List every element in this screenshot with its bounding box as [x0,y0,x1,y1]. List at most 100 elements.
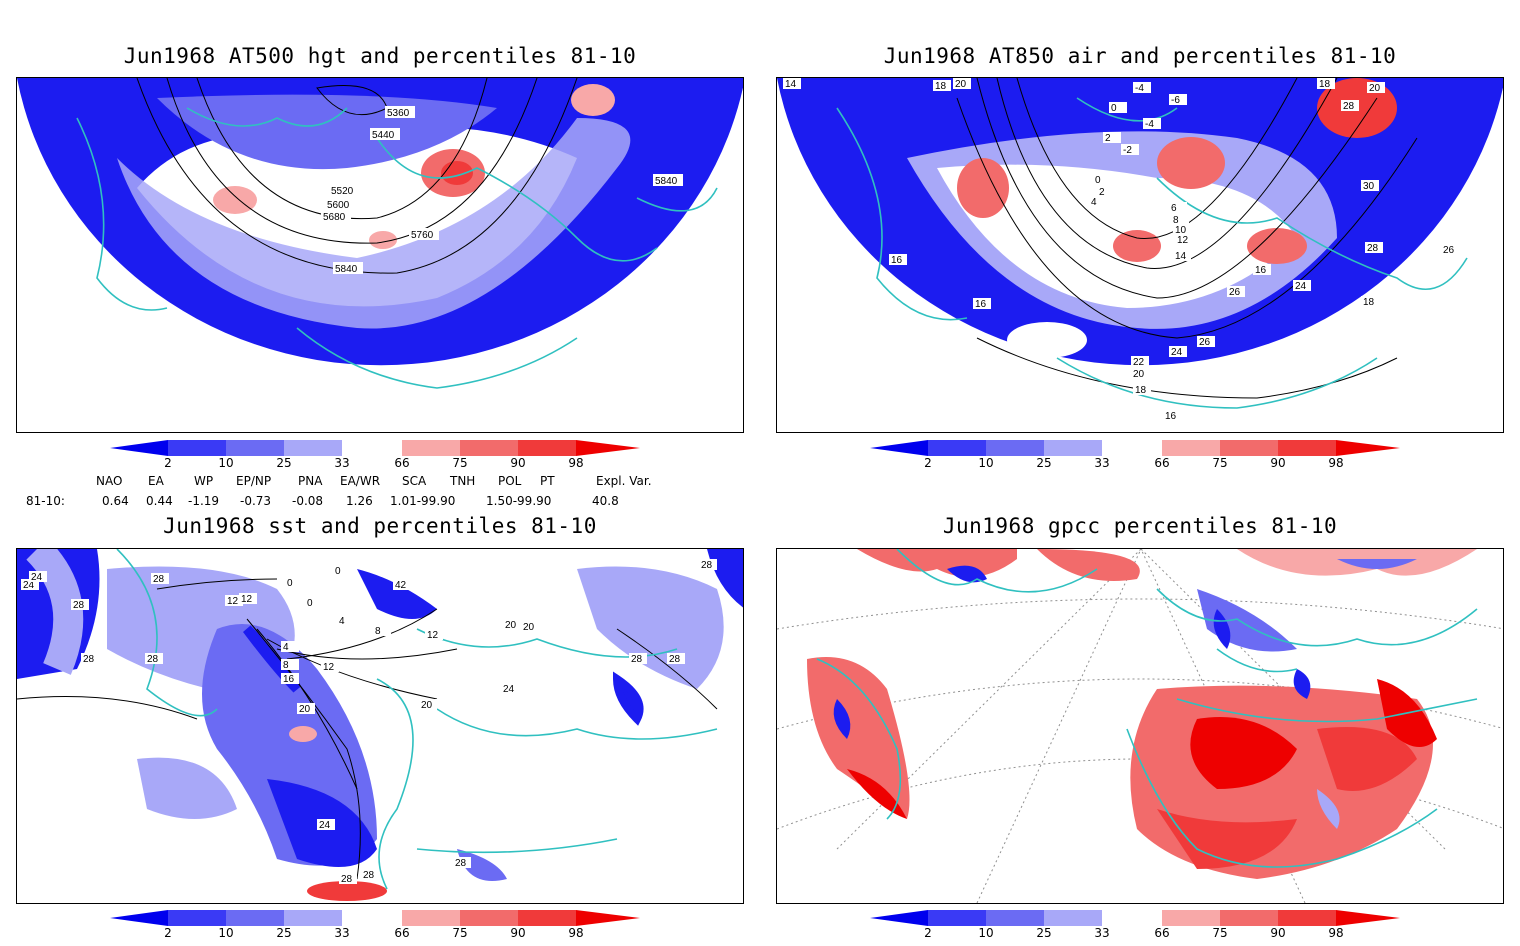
contour-label: 28 [701,560,713,571]
index-header: WP [194,474,214,488]
map-panel-hgt: 5360 5440 5520 5600 5680 5760 5840 5840 [16,77,744,433]
contour-label: 42 [395,580,407,591]
warm-core [441,161,473,185]
warm-anomaly-2 [571,84,615,116]
row-label: 81-10: [26,494,65,508]
neutral-region-2 [1007,322,1087,358]
contour-label: 5840 [655,176,678,187]
contour-label: 5760 [411,230,434,241]
contour-label: 12 [227,596,239,607]
contour-label: 30 [1363,181,1375,192]
colorbar-tick: 90 [1270,926,1286,940]
contour-label: 20 [1369,83,1381,94]
cool-region-east [577,566,724,689]
neutral-region [937,164,1297,308]
contour-label: 22 [1133,357,1145,368]
contour-label: 20 [1133,369,1145,380]
contour-label: 14 [785,79,797,90]
colorbar-svg [110,440,640,456]
cool-band [26,549,84,675]
contour-label: 28 [153,574,165,585]
contour-label: -4 [1135,83,1144,94]
colorbar-tick: 90 [1270,456,1286,470]
colorbar-top-right: 2 10 25 33 66 75 90 98 [870,440,1410,476]
contour-label: 5520 [331,186,354,197]
colorbar-bottom-right: 2 10 25 33 66 75 90 98 [870,910,1410,946]
contour-label: 2 [1105,133,1111,144]
contour-label: 0 [335,566,341,577]
colorbar-tick: 75 [452,456,468,470]
warm-patch-south [307,881,387,901]
colorbar-tick: 33 [334,926,350,940]
contour-label: 20 [523,622,535,633]
contour-label: 10 [1175,225,1187,236]
contour-label: 16 [1255,265,1267,276]
contour-label: 28 [669,654,681,665]
contour-label: 8 [283,660,289,671]
contour-label: 5440 [372,130,395,141]
colorbar-tick: 98 [568,926,584,940]
contour-label: 5360 [387,108,410,119]
cool-patch [137,757,237,819]
contour-label-group: 14 18 20 -4 -6 0 2 -4 -2 0 2 4 6 8 10 12… [783,78,1459,422]
contour-label: 8 [375,626,381,637]
index-header: NAO [96,474,123,488]
map-sst-svg: 24 28 28 28 28 12 0 0 0 4 8 12 4 8 16 12… [17,549,743,901]
index-header: EP/NP [236,474,272,488]
index-header: TNH [450,474,476,488]
contour-label: 4 [1091,197,1097,208]
coastlines [76,107,718,389]
contour-label: 26 [1229,287,1241,298]
coastlines [816,549,1478,868]
colorbar-tick: 33 [334,456,350,470]
contour-label: 6 [1171,203,1177,214]
colorbar-tick: 66 [394,456,410,470]
colorbar-tick: 98 [1328,926,1344,940]
contour-label: 5840 [335,264,358,275]
index-value: -0.73 [240,494,272,508]
contour-label: 28 [341,874,353,885]
contour-label: 20 [955,79,967,90]
colorbar-tick: 25 [276,456,292,470]
panel-title-sst: Jun1968 sst and percentiles 81-10 [163,514,597,538]
contour-label-group: 5360 5440 5520 5600 5680 5760 5840 5840 [321,106,683,275]
warm-anomaly-4 [1247,228,1307,264]
index-value: 1.26 [346,494,373,508]
colorbar-svg [870,440,1400,456]
index-header: Expl. Var. [596,474,652,488]
warm-anomaly [957,158,1009,218]
colorbar-tick: 75 [1212,926,1228,940]
contour-label: 26 [1443,245,1455,256]
contour-label: -4 [1145,119,1154,130]
index-header: PNA [298,474,323,488]
contour-label: 28 [1343,101,1355,112]
map-hgt-svg: 5360 5440 5520 5600 5680 5760 5840 5840 [17,78,743,389]
contour-label: 24 [503,684,515,695]
index-header: PT [540,474,555,488]
colorbar-tick: 10 [218,926,234,940]
contour-label: 0 [1095,175,1101,186]
contour-label: 5600 [327,200,350,211]
contour-label: 18 [935,81,947,92]
index-value: 0.64 [102,494,129,508]
contour-label: 20 [421,700,433,711]
colorbar-tick: 90 [510,456,526,470]
contour-label: 24 [31,572,43,583]
warm-anomaly-3 [1113,230,1161,262]
index-header: SCA [402,474,427,488]
contour-label: 0 [307,598,313,609]
sst-contours [17,578,718,880]
map-panel-air: 14 18 20 -4 -6 0 2 -4 -2 0 2 4 6 8 10 12… [776,77,1504,433]
contour-label: 12 [323,662,335,673]
contour-label: 16 [891,255,903,266]
contour-label-group: 24 28 28 28 28 12 0 0 0 4 8 12 4 8 16 12… [21,559,717,885]
precip-anomaly-fills [807,549,1477,879]
contour-label: 20 [505,620,517,631]
index-header: EA [148,474,164,488]
contour-label: 0 [1111,103,1117,114]
map-gpcc-svg [777,549,1503,903]
contour-label: 20 [299,704,311,715]
contour-label: 28 [83,654,95,665]
colorbar-tick: 33 [1094,456,1110,470]
colorbar-tick: 10 [978,456,994,470]
